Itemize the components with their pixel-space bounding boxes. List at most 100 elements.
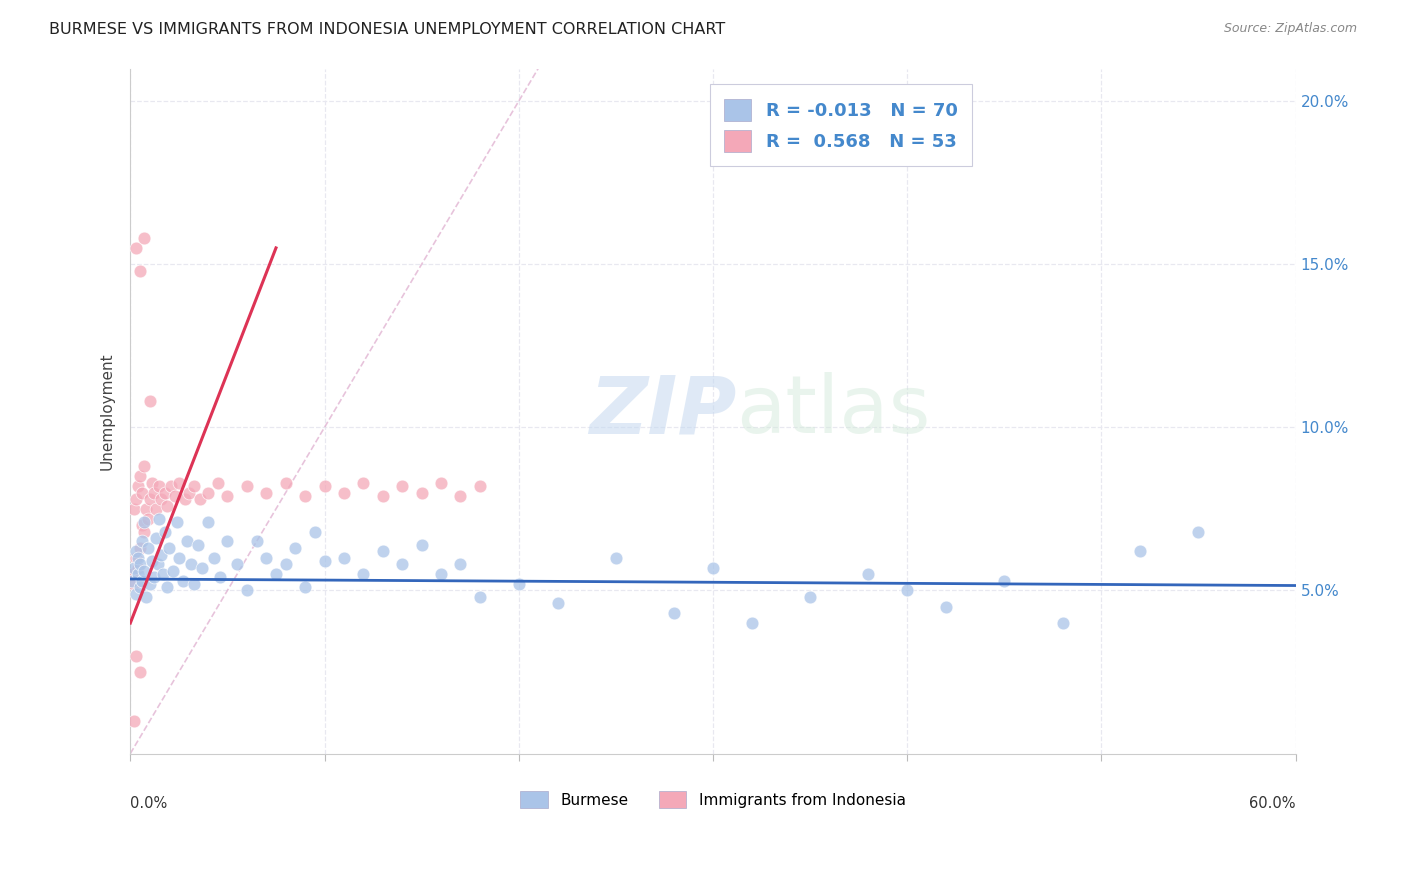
Point — [152, 567, 174, 582]
Point — [236, 479, 259, 493]
Point — [145, 531, 167, 545]
Point — [125, 550, 148, 565]
Point — [1052, 615, 1074, 630]
Point — [508, 577, 530, 591]
Point — [176, 534, 198, 549]
Point — [132, 459, 155, 474]
Point — [129, 469, 152, 483]
Point — [188, 492, 211, 507]
Legend: Burmese, Immigrants from Indonesia: Burmese, Immigrants from Indonesia — [515, 784, 911, 814]
Point — [197, 515, 219, 529]
Point — [217, 534, 239, 549]
Point — [274, 475, 297, 490]
Point — [430, 475, 453, 490]
Point — [131, 485, 153, 500]
Point — [371, 544, 394, 558]
Point — [183, 577, 205, 591]
Point — [121, 567, 143, 582]
Point — [183, 479, 205, 493]
Point — [411, 538, 433, 552]
Point — [450, 558, 472, 572]
Point — [191, 560, 214, 574]
Point — [284, 541, 307, 555]
Point — [547, 597, 569, 611]
Text: BURMESE VS IMMIGRANTS FROM INDONESIA UNEMPLOYMENT CORRELATION CHART: BURMESE VS IMMIGRANTS FROM INDONESIA UNE… — [49, 22, 725, 37]
Point — [187, 538, 209, 552]
Point — [132, 564, 155, 578]
Point — [391, 558, 413, 572]
Point — [125, 492, 148, 507]
Point — [135, 501, 157, 516]
Point — [605, 550, 627, 565]
Point — [896, 583, 918, 598]
Text: ZIP: ZIP — [589, 372, 737, 450]
Point — [858, 567, 880, 582]
Point — [167, 550, 190, 565]
Point — [352, 567, 374, 582]
Point — [136, 541, 159, 555]
Point — [132, 524, 155, 539]
Point — [142, 570, 165, 584]
Point — [450, 489, 472, 503]
Point — [741, 615, 763, 630]
Point — [294, 489, 316, 503]
Point — [156, 499, 179, 513]
Point — [162, 564, 184, 578]
Point — [226, 558, 249, 572]
Point — [127, 479, 149, 493]
Point — [702, 560, 724, 574]
Point — [155, 524, 177, 539]
Text: Source: ZipAtlas.com: Source: ZipAtlas.com — [1223, 22, 1357, 36]
Point — [333, 485, 356, 500]
Point — [430, 567, 453, 582]
Point — [468, 590, 491, 604]
Point — [150, 492, 173, 507]
Point — [352, 475, 374, 490]
Point — [207, 475, 229, 490]
Point — [125, 648, 148, 663]
Point — [166, 515, 188, 529]
Point — [122, 560, 145, 574]
Point — [314, 479, 336, 493]
Point — [146, 558, 169, 572]
Point — [135, 590, 157, 604]
Point — [142, 485, 165, 500]
Point — [217, 489, 239, 503]
Point — [150, 548, 173, 562]
Point — [314, 554, 336, 568]
Text: 60.0%: 60.0% — [1249, 796, 1295, 811]
Point — [468, 479, 491, 493]
Point — [264, 567, 287, 582]
Point — [121, 574, 143, 588]
Point — [799, 590, 821, 604]
Point — [333, 550, 356, 565]
Point — [139, 577, 162, 591]
Point — [245, 534, 267, 549]
Point — [131, 574, 153, 588]
Point — [177, 485, 200, 500]
Point — [129, 558, 152, 572]
Point — [1187, 524, 1209, 539]
Y-axis label: Unemployment: Unemployment — [100, 352, 114, 470]
Point — [139, 492, 162, 507]
Point — [371, 489, 394, 503]
Point — [391, 479, 413, 493]
Point — [172, 574, 194, 588]
Point — [125, 241, 148, 255]
Point — [129, 665, 152, 679]
Point — [127, 560, 149, 574]
Point — [254, 485, 277, 500]
Point — [304, 524, 326, 539]
Point — [131, 518, 153, 533]
Point — [122, 577, 145, 591]
Point — [156, 580, 179, 594]
Point — [141, 554, 163, 568]
Point — [136, 511, 159, 525]
Point — [129, 264, 152, 278]
Point — [202, 550, 225, 565]
Point — [167, 475, 190, 490]
Point — [148, 511, 170, 525]
Point — [993, 574, 1015, 588]
Point — [139, 394, 162, 409]
Point — [935, 599, 957, 614]
